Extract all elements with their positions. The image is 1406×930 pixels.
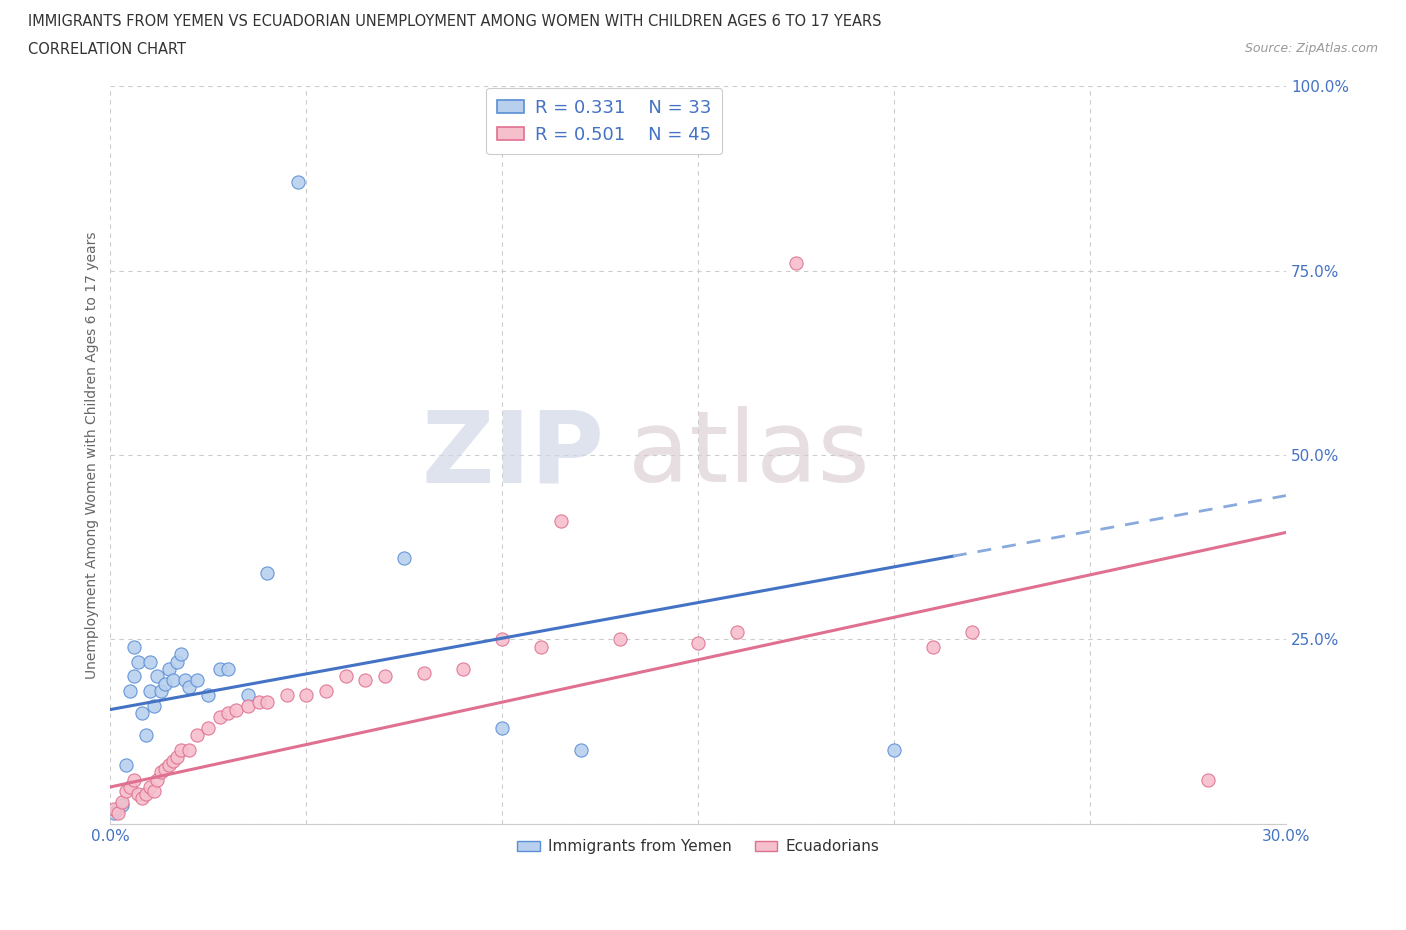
Point [236,687,259,702]
Y-axis label: Unemployment Among Women with Children Ages 6 to 17 years: Unemployment Among Women with Children A… [86,232,100,679]
Point [122,772,145,787]
Point [115,757,138,772]
Point [287,175,309,190]
Point [138,684,160,698]
Point [170,743,193,758]
Point [609,632,631,647]
Point [118,684,141,698]
Point [142,698,165,713]
Point [138,779,160,794]
Point [276,687,298,702]
Point [451,661,474,676]
Point [107,802,129,817]
Point [115,783,138,798]
Point [962,625,984,640]
Text: atlas: atlas [627,406,869,503]
Point [173,672,195,687]
Point [111,798,134,813]
Text: Source: ZipAtlas.com: Source: ZipAtlas.com [1244,42,1378,55]
Point [186,672,208,687]
Point [725,625,748,640]
Point [209,661,232,676]
Point [883,743,905,758]
Point [166,750,188,764]
Point [177,680,200,695]
Point [138,654,160,669]
Point [550,514,572,529]
Legend: Immigrants from Yemen, Ecuadorians: Immigrants from Yemen, Ecuadorians [512,833,886,860]
Point [135,728,157,743]
Point [236,698,259,713]
Point [217,661,239,676]
Point [122,669,145,684]
Point [197,721,219,736]
Point [1197,772,1219,787]
Point [785,256,807,271]
Point [256,565,278,580]
Point [162,753,184,768]
Point [146,669,169,684]
Point [103,802,125,817]
Point [170,646,193,661]
Point [162,672,184,687]
Point [247,695,270,710]
Point [491,632,513,647]
Text: CORRELATION CHART: CORRELATION CHART [28,42,186,57]
Point [155,761,177,776]
Point [374,669,396,684]
Point [295,687,318,702]
Point [197,687,219,702]
Point [569,743,592,758]
Point [688,636,710,651]
Point [412,665,434,680]
Point [111,794,134,809]
Point [217,706,239,721]
Point [146,772,169,787]
Point [150,684,173,698]
Point [177,743,200,758]
Point [209,710,232,724]
Point [166,654,188,669]
Text: IMMIGRANTS FROM YEMEN VS ECUADORIAN UNEMPLOYMENT AMONG WOMEN WITH CHILDREN AGES : IMMIGRANTS FROM YEMEN VS ECUADORIAN UNEM… [28,14,882,29]
Point [127,654,149,669]
Point [157,661,180,676]
Point [335,669,357,684]
Point [142,783,165,798]
Point [155,676,177,691]
Point [118,779,141,794]
Point [131,790,153,805]
Point [394,551,416,565]
Point [135,787,157,802]
Point [186,728,208,743]
Point [315,684,337,698]
Point [256,695,278,710]
Point [127,787,149,802]
Point [157,757,180,772]
Text: ZIP: ZIP [422,406,605,503]
Point [103,805,125,820]
Point [131,706,153,721]
Point [122,639,145,654]
Point [107,805,129,820]
Point [491,721,513,736]
Point [922,639,945,654]
Point [530,639,553,654]
Point [150,764,173,779]
Point [225,702,247,717]
Point [354,672,377,687]
